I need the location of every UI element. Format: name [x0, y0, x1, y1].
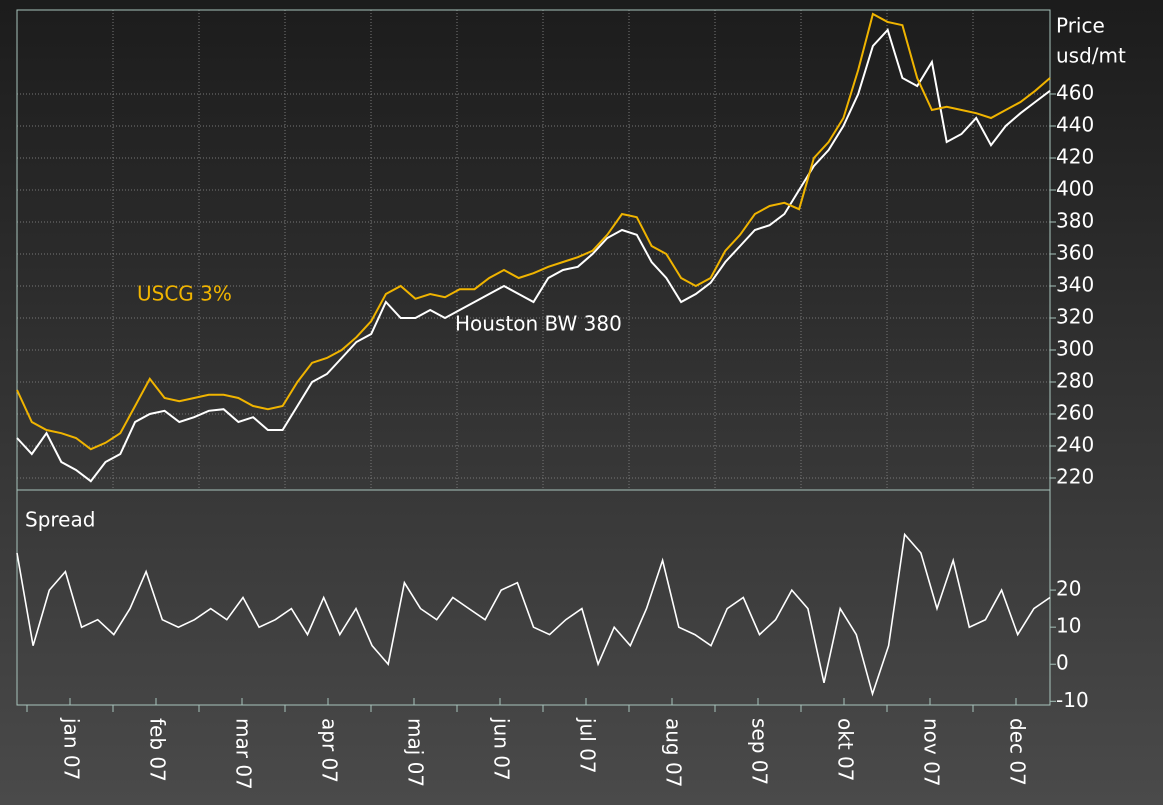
x-tick-label: maj 07	[404, 718, 428, 787]
price-line	[16, 28, 1051, 483]
y-tick-label: 440	[1056, 113, 1094, 137]
price-line	[16, 12, 1051, 451]
spread-line	[16, 532, 1051, 697]
x-tick-label: nov 07	[920, 718, 944, 787]
y-tick-label: 220	[1056, 465, 1094, 489]
panel-frame	[16, 9, 1051, 491]
y-tick-label: 280	[1056, 369, 1094, 393]
y-tick-label: 20	[1056, 577, 1081, 601]
y-axis-unit: usd/mt	[1056, 44, 1126, 68]
y-tick-label: 340	[1056, 273, 1094, 297]
x-tick-label: jan 07	[60, 717, 84, 780]
series-label: USCG 3%	[137, 282, 232, 306]
y-tick-label: 360	[1056, 241, 1094, 265]
x-tick-label: mar 07	[232, 718, 256, 790]
y-tick-label: 260	[1056, 401, 1094, 425]
y-tick-label: 0	[1056, 651, 1069, 675]
x-tick-label: okt 07	[834, 718, 858, 781]
x-tick-label: jun 07	[490, 717, 514, 781]
y-tick-label: 420	[1056, 145, 1094, 169]
x-tick-label: apr 07	[318, 718, 342, 783]
x-tick-label: feb 07	[146, 718, 170, 782]
y-axis-label: Price	[1056, 14, 1105, 38]
x-tick-label: sep 07	[748, 718, 772, 785]
y-tick-label: 320	[1056, 305, 1094, 329]
y-tick-label: -10	[1056, 688, 1089, 712]
y-tick-label: 400	[1056, 177, 1094, 201]
series-label: Houston BW 380	[455, 312, 622, 336]
x-tick-label: dec 07	[1006, 718, 1030, 786]
x-tick-label: aug 07	[662, 718, 686, 787]
y-tick-label: 380	[1056, 209, 1094, 233]
panel-title: Spread	[25, 508, 95, 532]
y-tick-label: 240	[1056, 433, 1094, 457]
y-tick-label: 10	[1056, 614, 1081, 638]
y-tick-label: 460	[1056, 81, 1094, 105]
x-tick-label: jul 07	[576, 717, 600, 774]
y-tick-label: 300	[1056, 337, 1094, 361]
